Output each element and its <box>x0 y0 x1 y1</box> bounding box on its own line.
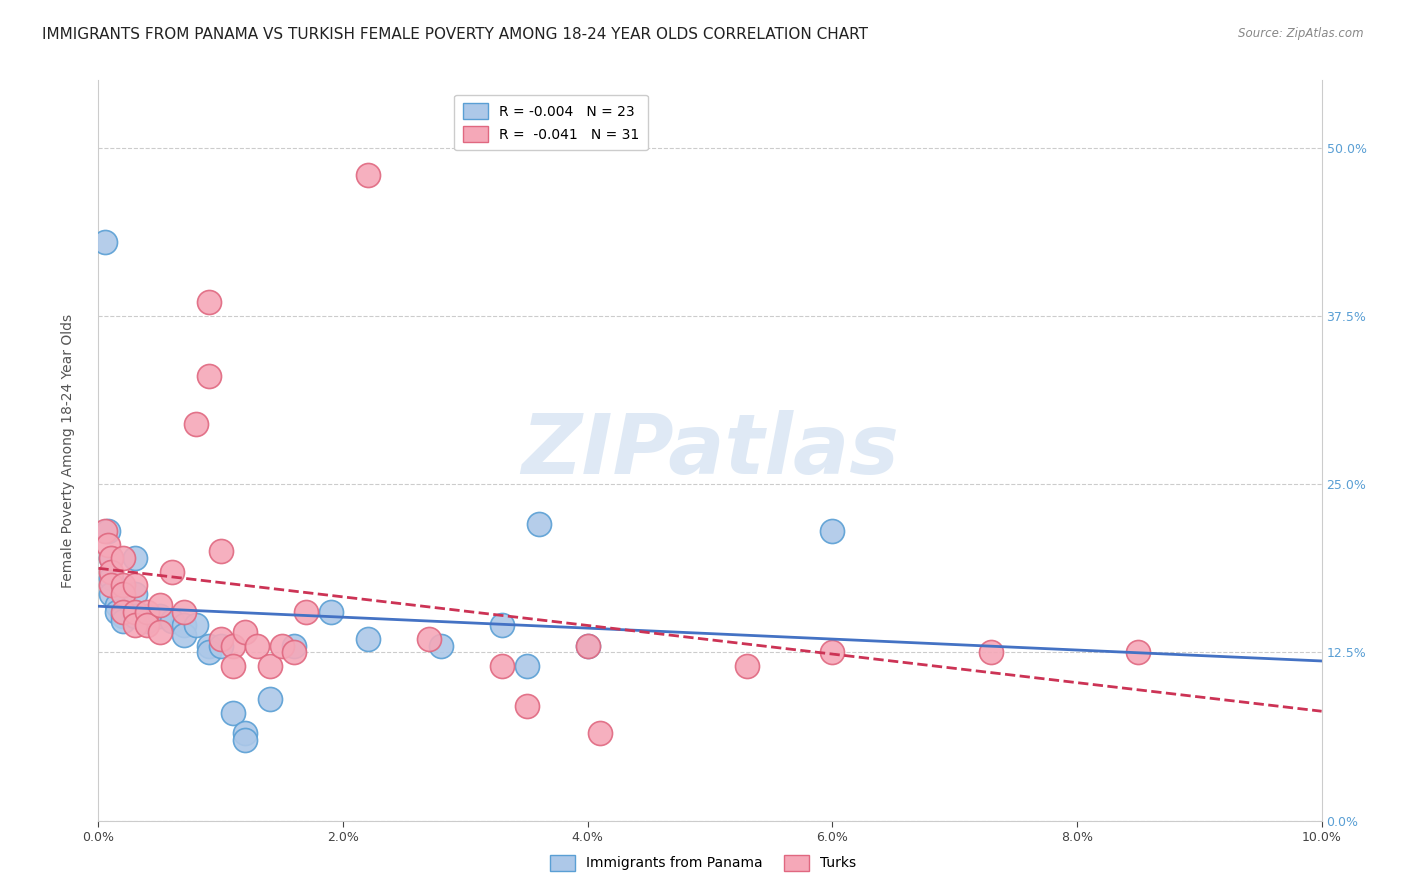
Point <box>270 639 292 653</box>
Point <box>149 599 172 613</box>
Point <box>209 639 232 653</box>
Point <box>124 587 146 601</box>
Point <box>100 578 122 592</box>
Point <box>233 625 256 640</box>
Point <box>149 625 172 640</box>
Point <box>100 571 122 585</box>
Point <box>173 628 195 642</box>
Point <box>197 295 219 310</box>
Point <box>111 605 134 619</box>
Point <box>319 605 342 619</box>
Point <box>197 369 219 384</box>
Point <box>124 605 146 619</box>
Point <box>516 658 538 673</box>
Point <box>821 524 844 539</box>
Point <box>186 618 208 632</box>
Point <box>735 658 758 673</box>
Point <box>418 632 440 646</box>
Text: IMMIGRANTS FROM PANAMA VS TURKISH FEMALE POVERTY AMONG 18-24 YEAR OLDS CORRELATI: IMMIGRANTS FROM PANAMA VS TURKISH FEMALE… <box>42 27 868 42</box>
Point <box>980 645 1002 659</box>
Y-axis label: Female Poverty Among 18-24 Year Olds: Female Poverty Among 18-24 Year Olds <box>60 313 75 588</box>
Point <box>111 551 134 566</box>
Point <box>100 551 122 566</box>
Point <box>160 615 183 629</box>
Point <box>222 706 245 720</box>
Point <box>136 618 159 632</box>
Point <box>160 565 183 579</box>
Point <box>527 517 550 532</box>
Point <box>93 235 115 249</box>
Point <box>589 726 612 740</box>
Point <box>124 609 146 624</box>
Point <box>124 618 146 632</box>
Point <box>197 645 219 659</box>
Point <box>124 551 146 566</box>
Point <box>93 524 115 539</box>
Point <box>430 639 453 653</box>
Point <box>136 615 159 629</box>
Point <box>186 417 208 431</box>
Point <box>491 618 513 632</box>
Point <box>105 599 128 613</box>
Point <box>222 639 245 653</box>
Point <box>1128 645 1150 659</box>
Point <box>100 587 122 601</box>
Point <box>97 524 120 539</box>
Point <box>136 605 159 619</box>
Point <box>576 639 599 653</box>
Point <box>173 618 195 632</box>
Point <box>124 578 146 592</box>
Point <box>295 605 318 619</box>
Point <box>233 726 256 740</box>
Point <box>105 605 128 619</box>
Point <box>136 609 159 624</box>
Point <box>111 609 134 624</box>
Point <box>283 645 305 659</box>
Point <box>100 565 122 579</box>
Text: ZIPatlas: ZIPatlas <box>522 410 898 491</box>
Point <box>111 587 134 601</box>
Point <box>111 578 134 592</box>
Point <box>821 645 844 659</box>
Point <box>576 639 599 653</box>
Point <box>100 551 122 566</box>
Point <box>197 639 219 653</box>
Point <box>222 658 245 673</box>
Point <box>173 605 195 619</box>
Text: Source: ZipAtlas.com: Source: ZipAtlas.com <box>1239 27 1364 40</box>
Legend: Immigrants from Panama, Turks: Immigrants from Panama, Turks <box>544 849 862 876</box>
Point <box>283 639 305 653</box>
Point <box>491 658 513 673</box>
Point <box>97 538 120 552</box>
Point <box>516 699 538 714</box>
Point <box>246 639 269 653</box>
Point <box>111 615 134 629</box>
Legend: R = -0.004   N = 23, R =  -0.041   N = 31: R = -0.004 N = 23, R = -0.041 N = 31 <box>454 95 648 151</box>
Point <box>356 168 378 182</box>
Point <box>356 632 378 646</box>
Point <box>149 609 172 624</box>
Point <box>233 732 256 747</box>
Point <box>259 692 281 706</box>
Point <box>209 632 232 646</box>
Point <box>259 658 281 673</box>
Point <box>209 544 232 558</box>
